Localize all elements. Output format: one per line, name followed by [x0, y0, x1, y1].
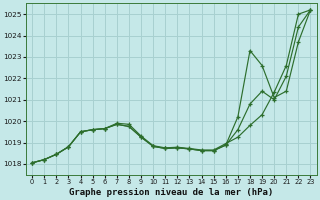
X-axis label: Graphe pression niveau de la mer (hPa): Graphe pression niveau de la mer (hPa)	[69, 188, 274, 197]
